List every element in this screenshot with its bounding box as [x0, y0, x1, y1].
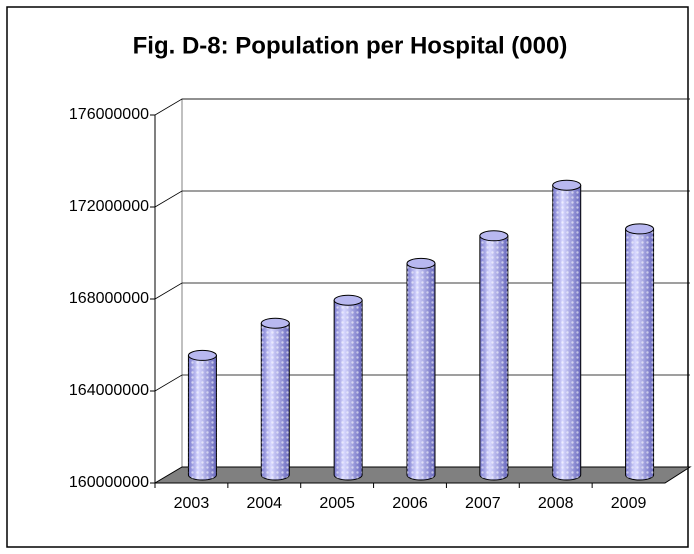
grid-line [154, 98, 690, 116]
bar-texture [261, 323, 290, 480]
bar-top [406, 257, 436, 269]
bar-top [187, 349, 217, 361]
x-tick-label: 2005 [319, 495, 355, 512]
bar-top [625, 223, 655, 235]
grid-line [154, 374, 690, 392]
x-tick-label: 2003 [174, 495, 210, 512]
bar-top [552, 179, 582, 191]
bar-texture [334, 300, 363, 480]
grid-line [154, 282, 690, 300]
x-tick-label: 2006 [392, 495, 428, 512]
bar-texture [407, 263, 435, 480]
bar-texture [625, 228, 654, 480]
chart-title: Fig. D-8: Population per Hospital (000) [133, 32, 568, 59]
y-tick-label: 176000000 [69, 106, 149, 123]
x-tick-label: 2007 [465, 495, 501, 512]
y-tick-label: 172000000 [69, 198, 149, 215]
y-tick-label: 168000000 [69, 290, 149, 307]
y-tick-label: 164000000 [69, 382, 149, 399]
bar-texture [479, 235, 508, 480]
x-tick-label: 2009 [611, 495, 647, 512]
bar-top [333, 294, 363, 306]
grid-line [154, 190, 690, 208]
bar-top [479, 230, 509, 242]
x-tick-label: 2004 [246, 495, 282, 512]
bar-texture [552, 185, 581, 480]
bar-top [260, 317, 290, 329]
bar-texture [188, 355, 217, 480]
x-tick-label: 2008 [538, 495, 574, 512]
y-tick-label: 160000000 [69, 474, 149, 491]
